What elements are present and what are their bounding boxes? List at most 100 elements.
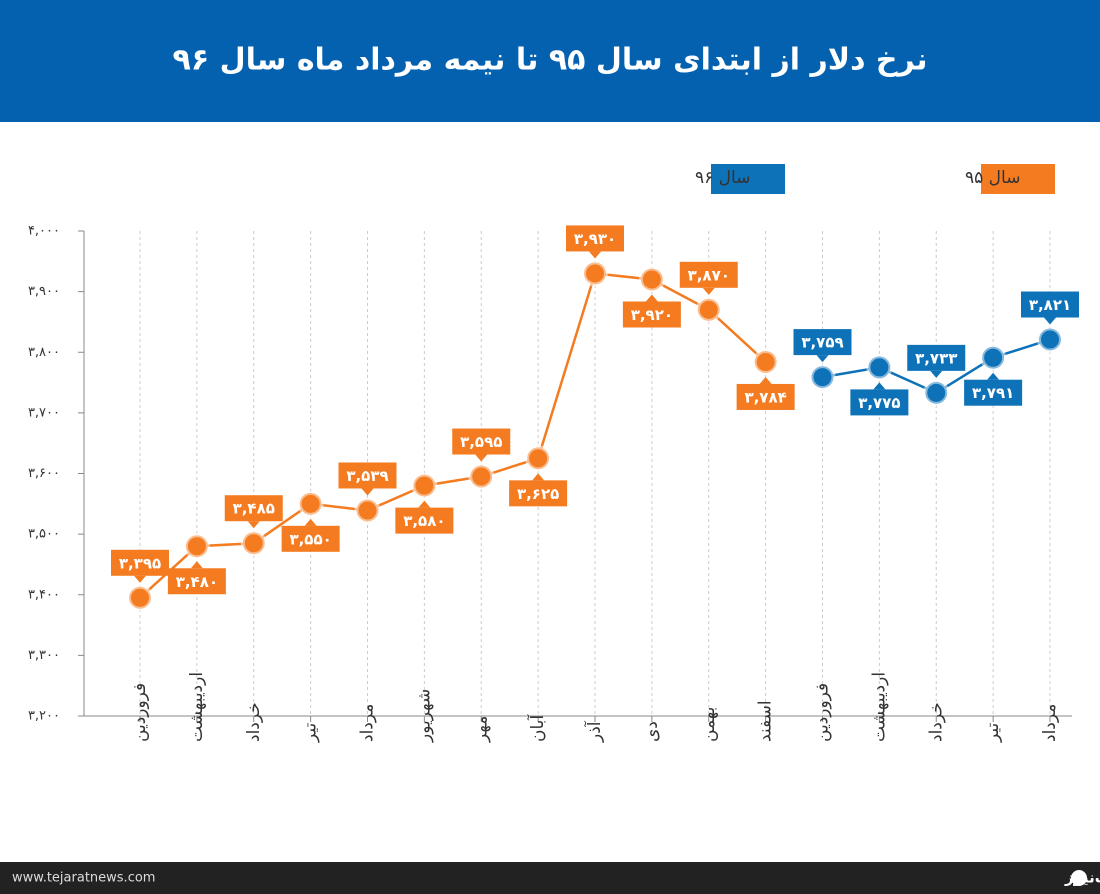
label-pointer [247,521,260,529]
point [240,530,267,557]
footer-url: www.tejaratnews.com [12,871,155,886]
data-label: ۳,۷۷۵ [858,394,900,412]
point [638,266,665,293]
label-pointer [930,370,943,378]
point [752,348,779,375]
data-label: ۳,۷۹۱ [972,384,1014,402]
label-box [907,344,966,371]
chart-title: نرخ دلار از ابتدای سال ۹۵ تا نیمه مرداد … [173,43,928,78]
x-tick-label: آبان [526,714,548,742]
label-pointer [873,382,886,390]
label-box [964,379,1023,406]
data-label: ۳,۹۳۰ [574,230,616,248]
point [525,445,552,472]
x-tick-label: مرداد [358,704,378,742]
label-box [566,225,624,252]
x-tick-label: مهر [471,716,491,743]
x-tick-label: تیر [301,722,321,743]
x-tick-label: اسفند [756,700,776,742]
y-tick-label: ۳,۹۰۰ [28,284,60,299]
point [980,344,1007,371]
y-tick-label: ۳,۶۰۰ [28,466,60,481]
data-label: ۳,۵۳۹ [346,467,388,485]
header [0,0,1100,122]
point [354,497,381,524]
x-tick-label: فروردین [813,683,833,742]
x-tick-label: خرداد [244,702,264,742]
label-box [736,383,795,410]
x-tick-label: اردیبهشت [187,672,207,742]
x-tick-label: شهریور [414,689,434,743]
label-pointer [589,251,601,259]
x-tick-label: آذر [583,720,605,743]
label-box [793,329,852,356]
y-tick-label: ۳,۳۰۰ [28,648,60,663]
label-box [509,480,568,507]
y-tick-label: ۳,۷۰۰ [28,405,60,420]
y-tick-label: ۳,۵۰۰ [28,527,60,542]
point [695,296,722,323]
data-label: ۳,۶۲۵ [517,485,559,503]
data-label: ۳,۷۳۳ [915,349,957,367]
data-label: ۳,۸۲۱ [1029,296,1071,314]
label-box [395,507,454,534]
legend-swatch [711,164,785,194]
label-pointer [816,355,829,363]
point [297,490,324,517]
label-pointer [1044,317,1056,325]
x-tick-label: خرداد [926,702,946,742]
label-box [338,462,397,489]
brand-logo [1071,870,1087,886]
footer [0,862,1100,894]
x-tick-label: دی [642,721,662,742]
data-label: ۳,۵۵۰ [289,530,331,548]
label-box [679,261,738,288]
label-pointer [190,561,203,569]
label-box [1021,291,1079,318]
label-pointer [475,454,488,462]
point [411,472,438,499]
point [1037,326,1063,353]
point [468,463,495,490]
x-tick-label: تیر [983,722,1003,743]
label-box [224,495,283,522]
legend-label: سال ۹۵ [965,168,1020,188]
point [183,533,210,560]
label-pointer [134,575,146,583]
label-pointer [987,372,1000,380]
label-pointer [361,488,374,496]
x-tick-label: بهمن [699,707,719,742]
point [866,354,893,381]
label-box [281,525,340,552]
label-pointer [759,376,772,384]
point [582,260,608,287]
label-pointer [418,500,431,508]
label-box [167,568,226,595]
data-label: ۳,۵۹۵ [460,433,502,451]
data-label: ۳,۴۸۵ [233,500,275,518]
y-tick-label: ۴,۰۰۰ [28,224,60,239]
y-tick-label: ۳,۸۰۰ [28,345,60,360]
label-pointer [304,518,317,526]
data-label: ۳,۹۲۰ [631,306,673,324]
x-tick-label: فروردین [130,683,150,742]
label-box [111,549,169,576]
data-label: ۳,۷۸۴ [744,388,786,406]
legend-label: سال ۹۶ [695,168,750,188]
data-label: ۳,۳۹۵ [119,554,161,572]
label-box [850,389,909,416]
data-label: ۳,۷۵۹ [801,334,843,352]
point [923,379,950,406]
point [809,364,836,391]
label-pointer [645,294,658,302]
label-box [452,428,511,455]
legend-swatch [981,164,1055,194]
y-tick-label: ۳,۴۰۰ [28,587,60,602]
label-pointer [702,287,715,295]
data-label: ۳,۵۸۰ [403,512,445,530]
x-tick-label: اردیبهشت [869,672,889,742]
label-box [622,301,681,328]
